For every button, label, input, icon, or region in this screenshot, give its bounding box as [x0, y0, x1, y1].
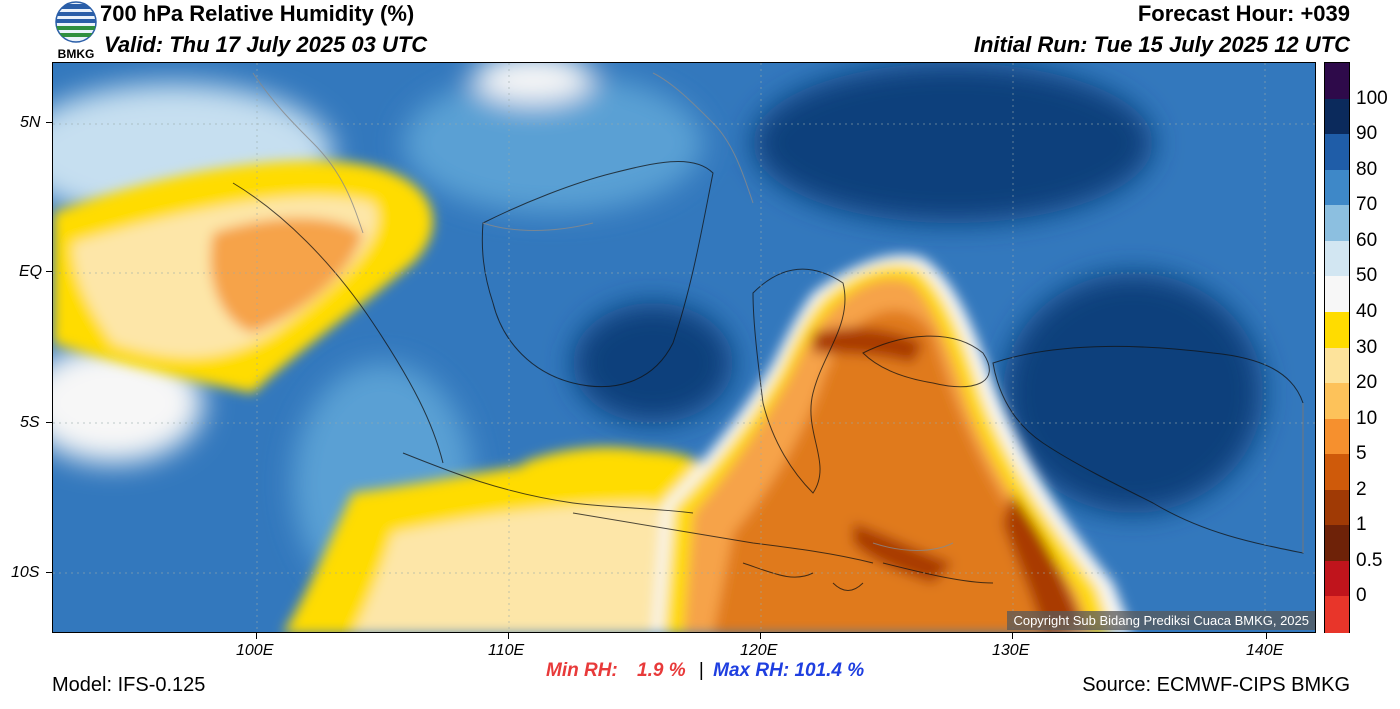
lat-tick-eq: EQ	[19, 263, 43, 280]
colorbar-segment	[1325, 63, 1349, 100]
coastline-outlines	[53, 63, 1315, 632]
valid-time: Valid: Thu 17 July 2025 03 UTC	[104, 32, 428, 57]
humidity-map: Copyright Sub Bidang Prediksi Cuaca BMKG…	[52, 62, 1316, 633]
colorbar-label: 5	[1356, 443, 1367, 465]
model-label: Model: IFS-0.125	[52, 674, 206, 696]
stats-separator: |	[698, 660, 704, 681]
colorbar-label: 70	[1356, 194, 1378, 216]
colorbar-label: 10	[1356, 407, 1378, 429]
colorbar-segment	[1325, 276, 1349, 313]
bmkg-logo: BMKG	[55, 1, 97, 60]
min-rh-value: 1.9 %	[637, 660, 686, 681]
colorbar-label: 1	[1356, 514, 1367, 536]
colorbar-label: 2	[1356, 478, 1367, 500]
max-rh-value: 101.4 %	[794, 660, 865, 681]
colorbar-segment	[1325, 454, 1349, 491]
colorbar-segment	[1325, 347, 1349, 384]
colorbar-label: 100	[1356, 87, 1388, 109]
source-label: Source: ECMWF-CIPS BMKG	[1082, 674, 1350, 696]
humidity-field	[53, 63, 1315, 632]
lat-tick-5s: 5S	[20, 414, 40, 431]
colorbar-segment	[1325, 383, 1349, 420]
colorbar-label: 30	[1356, 336, 1378, 358]
colorbar-label: 40	[1356, 300, 1378, 322]
colorbar-segment	[1325, 240, 1349, 277]
colorbar-segment	[1325, 560, 1349, 597]
initial-run: Initial Run: Tue 15 July 2025 12 UTC	[973, 32, 1350, 57]
colorbar-segment	[1325, 525, 1349, 562]
lat-tick-5n: 5N	[20, 114, 41, 131]
colorbar-segment	[1325, 98, 1349, 135]
lon-tick-100e: 100E	[236, 642, 274, 659]
colorbar-label: 80	[1356, 158, 1378, 180]
colorbar-label: 0	[1356, 585, 1367, 607]
colorbar-segment	[1325, 596, 1349, 633]
rh-stats: Min RH: 1.9 % | Max RH: 101.4 %	[546, 660, 864, 682]
colorbar-segment	[1325, 311, 1349, 348]
colorbar	[1324, 62, 1350, 633]
copyright-notice: Copyright Sub Bidang Prediksi Cuaca BMKG…	[1007, 611, 1315, 630]
colorbar-segment	[1325, 169, 1349, 206]
svg-text:BMKG: BMKG	[58, 47, 95, 60]
colorbar-label: 0.5	[1356, 549, 1383, 571]
lon-tick-140e: 140E	[1246, 642, 1284, 659]
lon-tick-120e: 120E	[740, 642, 778, 659]
max-rh-label: Max RH:	[713, 660, 790, 681]
colorbar-label: 60	[1356, 229, 1378, 251]
lon-tick-110e: 110E	[488, 642, 525, 659]
lon-tick-130e: 130E	[992, 642, 1030, 659]
min-rh-label: Min RH:	[546, 660, 618, 681]
colorbar-segment	[1325, 134, 1349, 171]
colorbar-label: 50	[1356, 265, 1378, 287]
colorbar-label: 90	[1356, 123, 1378, 145]
colorbar-label: 20	[1356, 372, 1378, 394]
forecast-hour: Forecast Hour: +039	[1137, 1, 1350, 26]
map-title: 700 hPa Relative Humidity (%)	[100, 1, 415, 26]
colorbar-segment	[1325, 205, 1349, 242]
colorbar-segment	[1325, 489, 1349, 526]
colorbar-segment	[1325, 418, 1349, 455]
lat-tick-10s: 10S	[11, 564, 40, 581]
